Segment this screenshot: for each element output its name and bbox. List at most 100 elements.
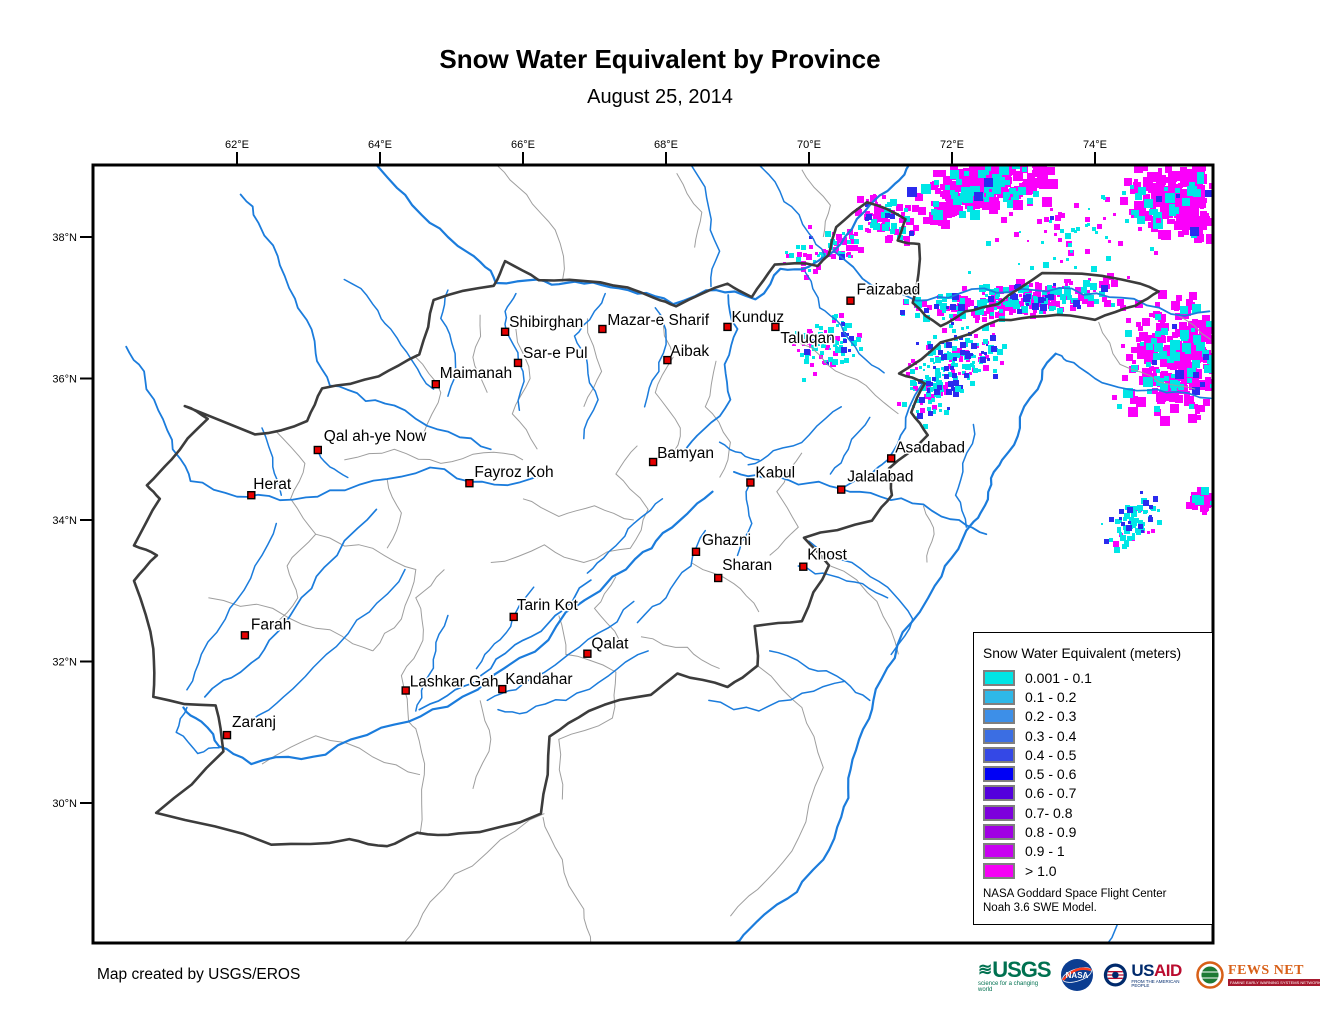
fewsnet-wordmark: FEWS NET [1228, 963, 1304, 978]
usaid-wordmark: USAID [1131, 962, 1187, 979]
river [203, 508, 378, 698]
province-boundary [654, 314, 681, 461]
fewsnet-globe-icon [1196, 961, 1224, 989]
legend-swatch [983, 669, 1015, 686]
river [636, 529, 707, 624]
legend-note-line1: NASA Goddard Space Flight Center [983, 888, 1167, 901]
river [314, 448, 349, 479]
province-boundary [769, 452, 803, 556]
city-marker-shibirghan [500, 327, 510, 336]
legend-item: 0.6 - 0.7 [983, 784, 1206, 803]
latitude-tick-label: 38°N [52, 232, 77, 244]
fewsnet-tagline-bar: FAMINE EARLY WARNING SYSTEMS NETWORK [1228, 979, 1320, 986]
city-marker-sar-e-pul [513, 358, 523, 368]
snow-raster-cluster [817, 225, 863, 258]
river [586, 498, 664, 574]
snow-raster-cluster [910, 324, 1007, 391]
legend-item: 0.9 - 1 [983, 842, 1206, 861]
city-marker-herat [247, 491, 256, 500]
longitude-tick-label: 68°E [654, 139, 678, 151]
river [186, 522, 278, 691]
river [125, 345, 549, 502]
usaid-seal-icon [1103, 963, 1127, 987]
admin-boundary-outside [497, 165, 565, 282]
river [261, 427, 283, 496]
longitude-tick-label: 72°E [940, 139, 964, 151]
fewsnet-text-block: FEWS NET FAMINE EARLY WARNING SYSTEMS NE… [1228, 964, 1320, 986]
city-label-tarin-kot: Tarin Kot [517, 597, 579, 614]
river [718, 441, 760, 461]
admin-boundary-outside [676, 173, 703, 248]
legend-swatch [983, 785, 1015, 802]
snow-raster-cluster [865, 203, 914, 236]
city-label-kunduz: Kunduz [732, 309, 785, 326]
legend-swatch [983, 708, 1015, 725]
city-marker-faizabad [846, 296, 855, 305]
map-frame [91, 163, 1215, 945]
city-label-taluqan: Taluqan [780, 330, 834, 347]
map-layers: Faizabad Kunduz Taluqan Mazar-e Sharif Shibi… [125, 165, 1213, 943]
river [375, 165, 497, 285]
city-marker-zaranj [222, 730, 232, 740]
legend-item-label: 0.1 - 0.2 [1025, 688, 1077, 705]
legend-swatch [983, 843, 1015, 860]
snow-raster-cluster [1152, 324, 1209, 395]
legend-item-label: 0.9 - 1 [1025, 843, 1065, 860]
usaid-text-block: USAID FROM THE AMERICAN PEOPLE [1131, 962, 1187, 989]
legend-note-line2: Noah 3.6 SWE Model. [983, 902, 1097, 915]
legend-item: > 1.0 [983, 861, 1206, 880]
admin-boundary-outside [1098, 321, 1196, 390]
usaid-aid-text: AID [1153, 960, 1182, 980]
river [833, 250, 1211, 317]
snow-raster-cluster [906, 317, 1004, 396]
snow-raster-cluster [916, 322, 998, 397]
legend-item: 0.2 - 0.3 [983, 707, 1206, 726]
river [804, 271, 885, 374]
legend-item: 0.1 - 0.2 [983, 687, 1206, 706]
province-boundary [272, 431, 317, 627]
city-label-khost: Khost [807, 547, 847, 564]
admin-boundary-outside [542, 817, 592, 943]
city-label-sar-e-pul: Sar-e Pul [523, 345, 588, 362]
usgs-logo-text: USGS [992, 957, 1051, 982]
river [829, 416, 871, 475]
longitude-tick-label: 64°E [368, 139, 392, 151]
city-marker-kunduz [723, 322, 732, 332]
svg-text:NASA: NASA [1065, 971, 1088, 980]
snow-raster-cluster [907, 178, 993, 201]
city-marker-bamyan [648, 457, 658, 467]
city-marker-sharan [714, 573, 723, 583]
river [733, 471, 988, 536]
snow-raster-cluster [1050, 216, 1054, 220]
admin-boundary-outside [801, 169, 831, 238]
legend-item: 0.3 - 0.4 [983, 726, 1206, 745]
legend-item-label: 0.3 - 0.4 [1025, 727, 1077, 744]
province-boundary [583, 318, 603, 407]
city-label-lashkar-gah: Lashkar Gah [410, 674, 499, 691]
province-boundary [344, 448, 524, 464]
legend-item: 0.8 - 0.9 [983, 822, 1206, 841]
river [758, 165, 826, 257]
river [175, 706, 220, 755]
city-marker-qalat [583, 649, 592, 658]
legend-swatch [983, 824, 1015, 841]
city-marker-kandahar [498, 684, 507, 694]
city-label-shibirghan: Shibirghan [509, 314, 583, 331]
river [497, 650, 649, 715]
legend-item: 0.5 - 0.6 [983, 764, 1206, 783]
longitude-tick-label: 66°E [511, 139, 535, 151]
snow-raster-cluster [968, 185, 1154, 274]
city-marker-kabul [746, 478, 755, 487]
legend-item-label: 0.7- 0.8 [1025, 804, 1073, 821]
admin-boundary-outside [922, 505, 935, 563]
city-marker-jalalabad [837, 485, 846, 494]
usaid-tagline: FROM THE AMERICAN PEOPLE [1131, 978, 1180, 988]
city-marker-taluqan [771, 322, 780, 332]
legend-note: NASA Goddard Space Flight Center Noah 3.… [983, 887, 1206, 915]
legend-items: 0.001 - 0.1 0.1 - 0.2 0.2 - 0.3 0.3 - 0.4 0.… [983, 668, 1206, 880]
legend-item: 0.001 - 0.1 [983, 668, 1206, 687]
city-label-jalalabad: Jalalabad [847, 469, 913, 486]
snow-raster-cluster [855, 194, 919, 246]
country-border-afghanistan [132, 201, 1160, 848]
